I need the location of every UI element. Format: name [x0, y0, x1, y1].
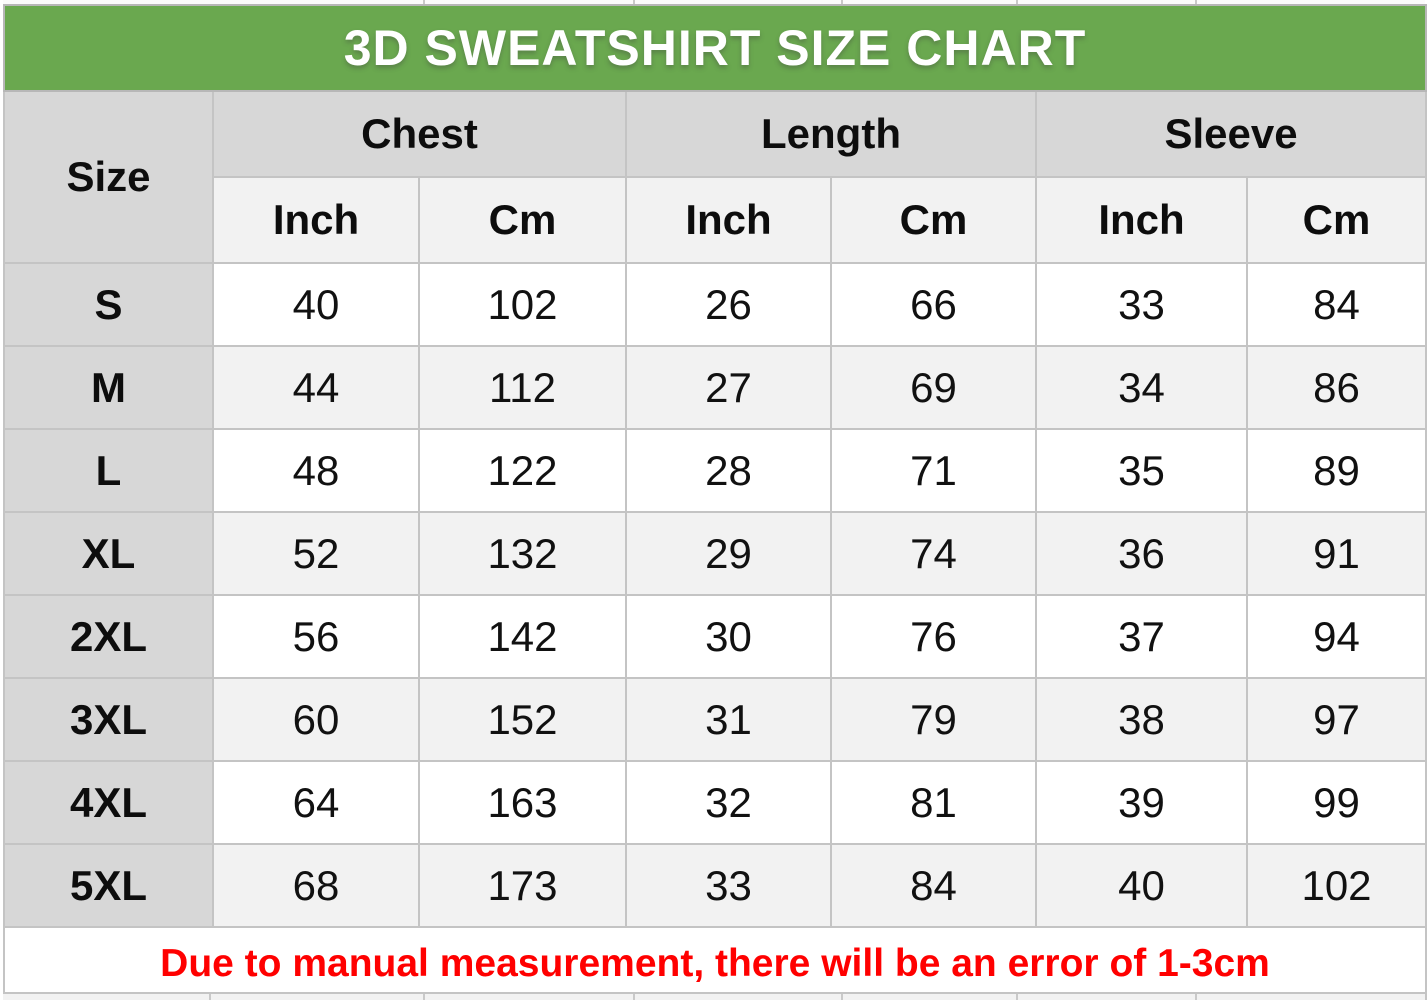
group-header-sleeve: Sleeve	[1034, 90, 1428, 178]
unit-header-chest-cm: Cm	[418, 176, 627, 264]
measurement-cell: 38	[1035, 677, 1248, 762]
measurement-cell: 52	[212, 511, 420, 596]
measurement-cell: 71	[830, 428, 1037, 513]
spreadsheet-top-strip	[3, 0, 1425, 4]
measurement-cell: 40	[212, 262, 420, 347]
measurement-cell: 68	[212, 843, 420, 928]
measurement-cell: 34	[1035, 345, 1248, 430]
measurement-cell: 56	[212, 594, 420, 679]
size-label: M	[3, 345, 214, 430]
grid-tick	[633, 0, 635, 4]
measurement-cell: 60	[212, 677, 420, 762]
grid-tick	[633, 994, 635, 1000]
measurement-cell: 89	[1245, 428, 1428, 513]
table-row: XL 52 132 29 74 36 91	[3, 511, 1428, 596]
group-header-chest: Chest	[212, 90, 627, 178]
measurement-cell: 27	[625, 345, 832, 430]
measurement-cell: 66	[830, 262, 1037, 347]
measurement-cell: 81	[830, 760, 1037, 845]
grid-tick	[1016, 0, 1018, 4]
group-header-length: Length	[625, 90, 1037, 178]
table-row: L 48 122 28 71 35 89	[3, 428, 1428, 513]
measurement-cell: 102	[418, 262, 627, 347]
measurement-cell: 69	[830, 345, 1037, 430]
measurement-cell: 37	[1035, 594, 1248, 679]
measurement-cell: 28	[625, 428, 832, 513]
measurement-cell: 163	[418, 760, 627, 845]
measurement-cell: 99	[1245, 760, 1428, 845]
grid-tick	[423, 994, 425, 1000]
unit-header-length-cm: Cm	[830, 176, 1037, 264]
measurement-cell: 152	[418, 677, 627, 762]
table-row: M 44 112 27 69 34 86	[3, 345, 1428, 430]
grid-tick	[1195, 994, 1197, 1000]
measurement-cell: 142	[418, 594, 627, 679]
table-row: S 40 102 26 66 33 84	[3, 262, 1428, 347]
grid-tick	[1016, 994, 1018, 1000]
spreadsheet-bottom-strip	[3, 992, 1425, 1000]
measurement-cell: 26	[625, 262, 832, 347]
group-header-row: Size Chest Length Sleeve	[3, 90, 1428, 264]
measurement-cell: 74	[830, 511, 1037, 596]
measurement-cell: 33	[625, 843, 832, 928]
measurement-cell: 33	[1035, 262, 1248, 347]
size-label: 5XL	[3, 843, 214, 928]
measurement-cell: 29	[625, 511, 832, 596]
unit-header-row: Inch Cm Inch Cm Inch Cm	[4, 176, 1428, 264]
measurement-cell: 84	[830, 843, 1037, 928]
size-label: 2XL	[3, 594, 214, 679]
measurement-cell: 122	[418, 428, 627, 513]
table-row: 2XL 56 142 30 76 37 94	[3, 594, 1428, 679]
measurement-cell: 79	[830, 677, 1037, 762]
grid-tick	[209, 994, 211, 1000]
page-title: 3D SWEATSHIRT SIZE CHART	[2, 4, 1428, 92]
measurement-cell: 48	[212, 428, 420, 513]
measurement-cell: 97	[1245, 677, 1428, 762]
measurement-cell: 35	[1035, 428, 1248, 513]
measurement-cell: 30	[625, 594, 832, 679]
grid-tick	[423, 0, 425, 4]
table-body: S 40 102 26 66 33 84 M 44 112 27 69 34 86 L 48 122 28 71 35…	[3, 262, 1428, 928]
table-row: 5XL 68 173 33 84 40 102	[3, 843, 1428, 928]
size-label: 3XL	[3, 677, 214, 762]
measurement-cell: 132	[418, 511, 627, 596]
measurement-cell: 44	[212, 345, 420, 430]
grid-tick	[841, 994, 843, 1000]
measurement-cell: 32	[625, 760, 832, 845]
measurement-cell: 31	[625, 677, 832, 762]
measurement-cell: 86	[1245, 345, 1428, 430]
measurement-cell: 173	[418, 843, 627, 928]
measurement-cell: 112	[418, 345, 627, 430]
unit-header-sleeve-inch: Inch	[1035, 176, 1248, 264]
size-chart-table: 3D SWEATSHIRT SIZE CHART Size Chest Leng…	[2, 4, 1428, 1000]
measurement-note: Due to manual measurement, there will be…	[2, 926, 1428, 1000]
table-row: 3XL 60 152 31 79 38 97	[3, 677, 1428, 762]
grid-tick	[841, 0, 843, 4]
unit-header-chest-inch: Inch	[212, 176, 420, 264]
measurement-cell: 39	[1035, 760, 1248, 845]
measurement-cell: 94	[1245, 594, 1428, 679]
size-label: S	[3, 262, 214, 347]
unit-header-sleeve-cm: Cm	[1245, 176, 1428, 264]
title-row: 3D SWEATSHIRT SIZE CHART	[2, 4, 1428, 92]
measurement-cell: 40	[1035, 843, 1248, 928]
table-row: 4XL 64 163 32 81 39 99	[3, 760, 1428, 845]
size-column-header: Size	[3, 90, 214, 264]
measurement-cell: 76	[830, 594, 1037, 679]
grid-tick	[1195, 0, 1197, 4]
size-label: 4XL	[3, 760, 214, 845]
unit-header-length-inch: Inch	[625, 176, 832, 264]
measurement-cell: 84	[1245, 262, 1428, 347]
measurement-cell: 102	[1245, 843, 1428, 928]
size-label: L	[3, 428, 214, 513]
measurement-cell: 91	[1245, 511, 1428, 596]
measurement-cell: 36	[1035, 511, 1248, 596]
measurement-cell: 64	[212, 760, 420, 845]
size-label: XL	[3, 511, 214, 596]
note-row: Due to manual measurement, there will be…	[2, 926, 1428, 1000]
